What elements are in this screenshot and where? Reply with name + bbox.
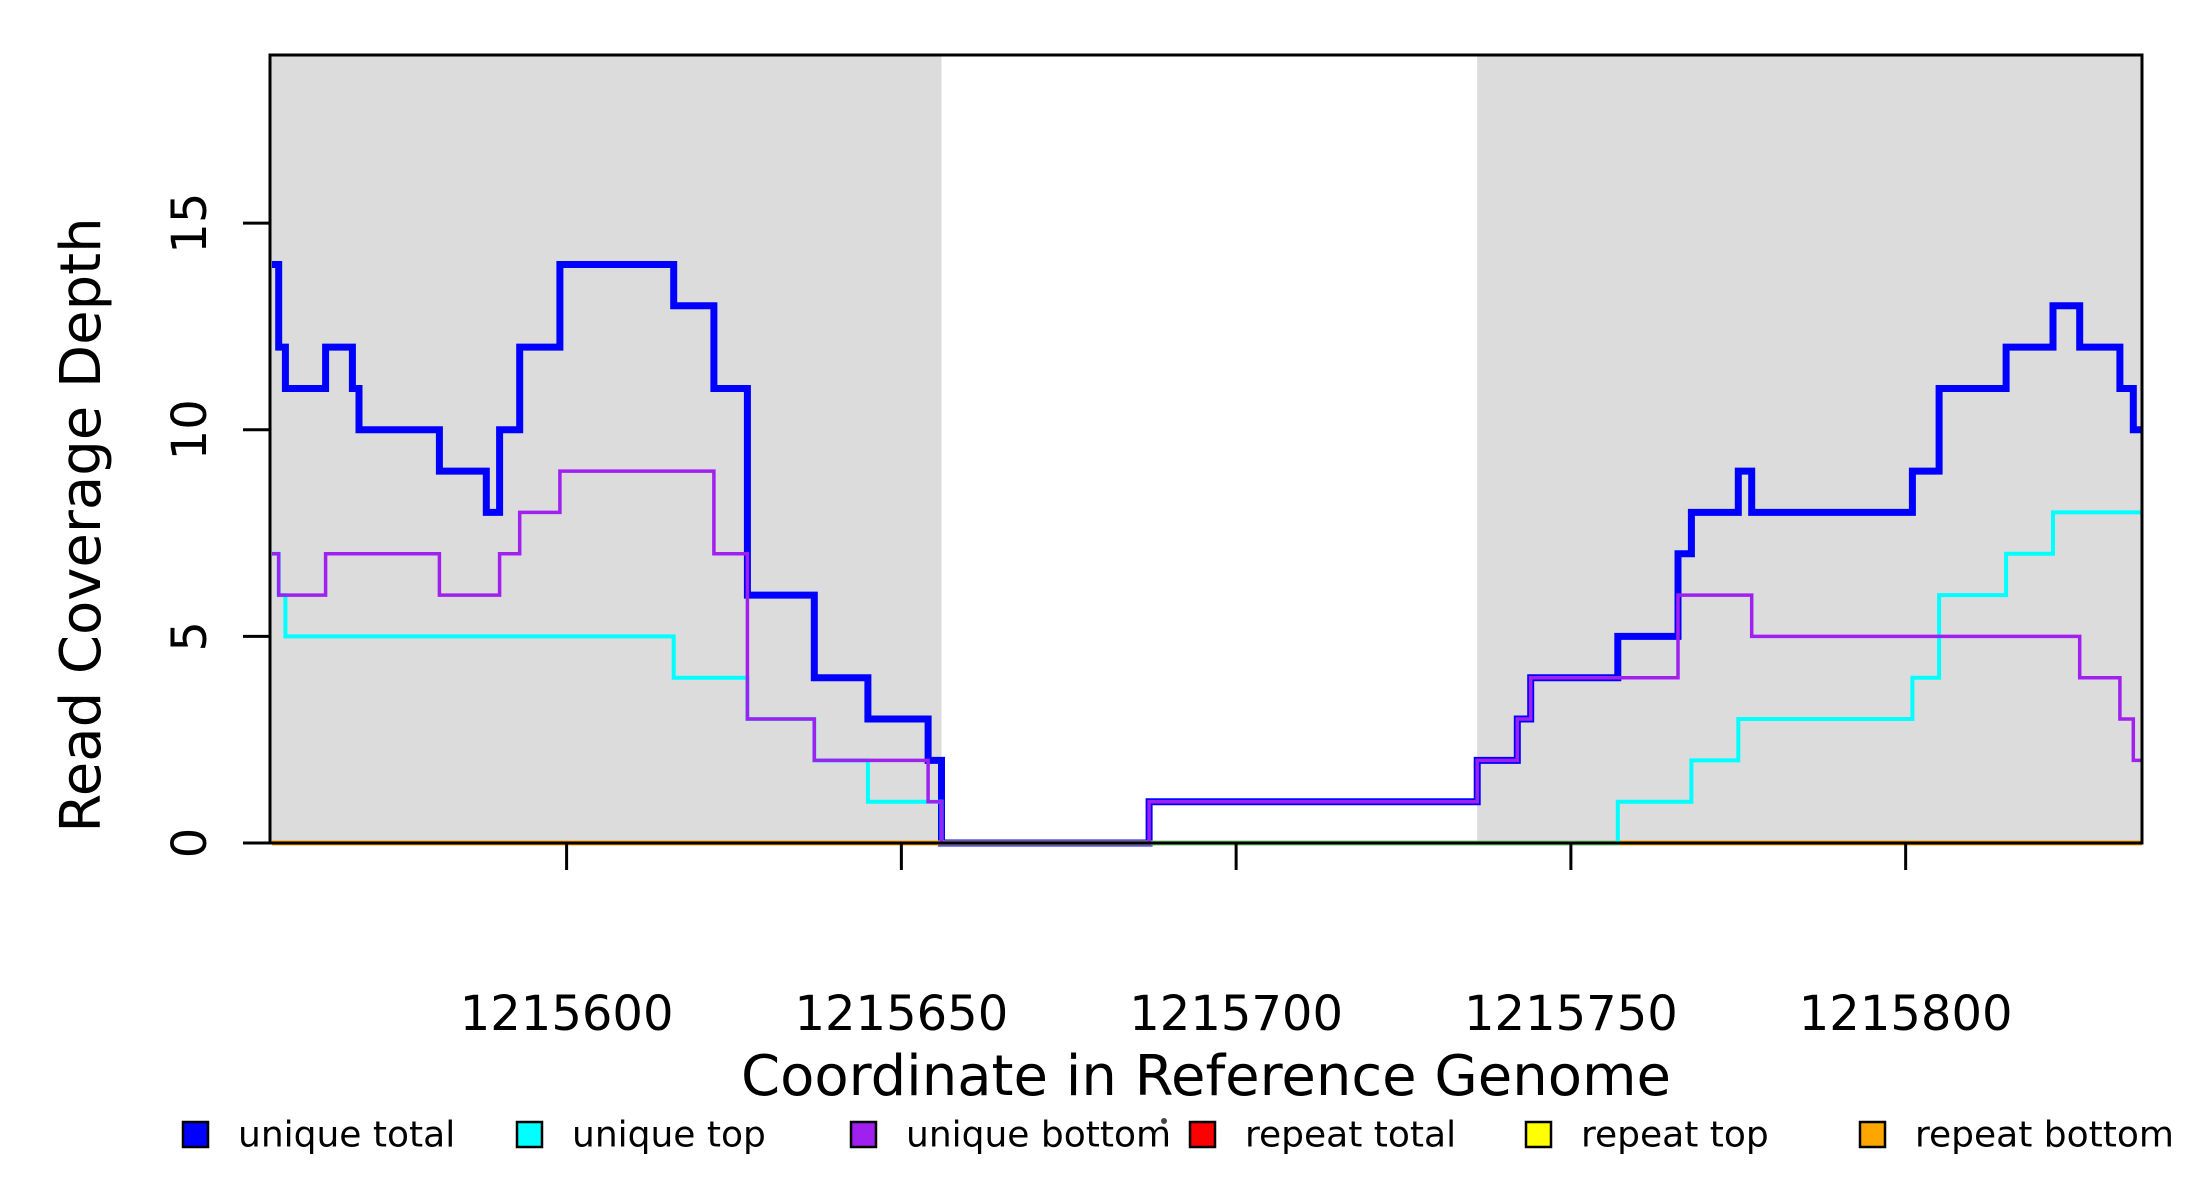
y-tick-label: 10 (162, 399, 218, 460)
y-tick-label: 15 (162, 193, 218, 254)
series-unique-bottom (272, 469, 2142, 845)
x-tick-label: 1215600 (460, 986, 674, 1042)
legend-label-repeat-bottom: repeat bottom (1915, 1115, 2174, 1156)
y-tick-label: 0 (162, 828, 218, 859)
x-tick-label: 1215700 (1129, 986, 1343, 1042)
legend-label-repeat-total: repeat total (1245, 1115, 1456, 1156)
x-tick-label: 1215650 (794, 986, 1008, 1042)
x-axis-title: Coordinate in Reference Genome (741, 1044, 1671, 1109)
plot-border-box (268, 53, 2144, 845)
legend-swatch-repeat-total (1188, 1120, 1217, 1149)
axis-tick-labels: 1215600 1215650 1215700 1215750 1215800 0 5 10 1… (162, 193, 2013, 1042)
legend-swatch-unique-total (181, 1120, 210, 1149)
axis-ticks (243, 221, 1908, 870)
shaded-region (270, 55, 942, 843)
x-tick-label: 1215750 (1464, 986, 1678, 1042)
legend-swatch-unique-top (515, 1120, 544, 1149)
shaded-region (1477, 55, 2142, 843)
legend-label-unique-total: unique total (238, 1115, 455, 1156)
x-tick-label: 1215800 (1799, 986, 2013, 1042)
legend-label-unique-bottom: unique bottom (906, 1115, 1171, 1156)
legend-swatch-unique-bottom (849, 1120, 878, 1149)
y-axis-title: Read Coverage Depth (49, 217, 114, 832)
legend-swatch-repeat-bottom (1858, 1120, 1887, 1149)
y-tick-label: 5 (162, 621, 218, 652)
legend-label-repeat-top: repeat top (1581, 1115, 1769, 1156)
legend-label-unique-top: unique top (572, 1115, 766, 1156)
legend: unique total unique top unique bottom repea… (181, 1115, 2174, 1156)
stray-dot (1161, 1118, 1167, 1124)
shaded-alignment-regions (270, 55, 2142, 843)
legend-swatch-repeat-top (1524, 1120, 1553, 1149)
